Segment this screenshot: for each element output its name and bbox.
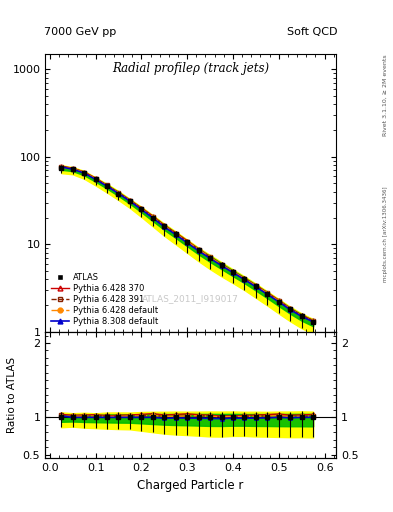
Text: mcplots.cern.ch [arXiv:1306.3436]: mcplots.cern.ch [arXiv:1306.3436] xyxy=(383,187,388,282)
Text: Rivet 3.1.10, ≥ 2M events: Rivet 3.1.10, ≥ 2M events xyxy=(383,55,388,136)
Y-axis label: Ratio to ATLAS: Ratio to ATLAS xyxy=(7,357,17,433)
Text: ATLAS_2011_I919017: ATLAS_2011_I919017 xyxy=(142,294,239,303)
X-axis label: Charged Particle r: Charged Particle r xyxy=(138,479,244,492)
Text: 7000 GeV pp: 7000 GeV pp xyxy=(44,27,116,37)
Text: Soft QCD: Soft QCD xyxy=(287,27,338,37)
Legend: ATLAS, Pythia 6.428 370, Pythia 6.428 391, Pythia 6.428 default, Pythia 8.308 de: ATLAS, Pythia 6.428 370, Pythia 6.428 39… xyxy=(50,271,160,328)
Text: Radial profileρ (track jets): Radial profileρ (track jets) xyxy=(112,62,269,75)
